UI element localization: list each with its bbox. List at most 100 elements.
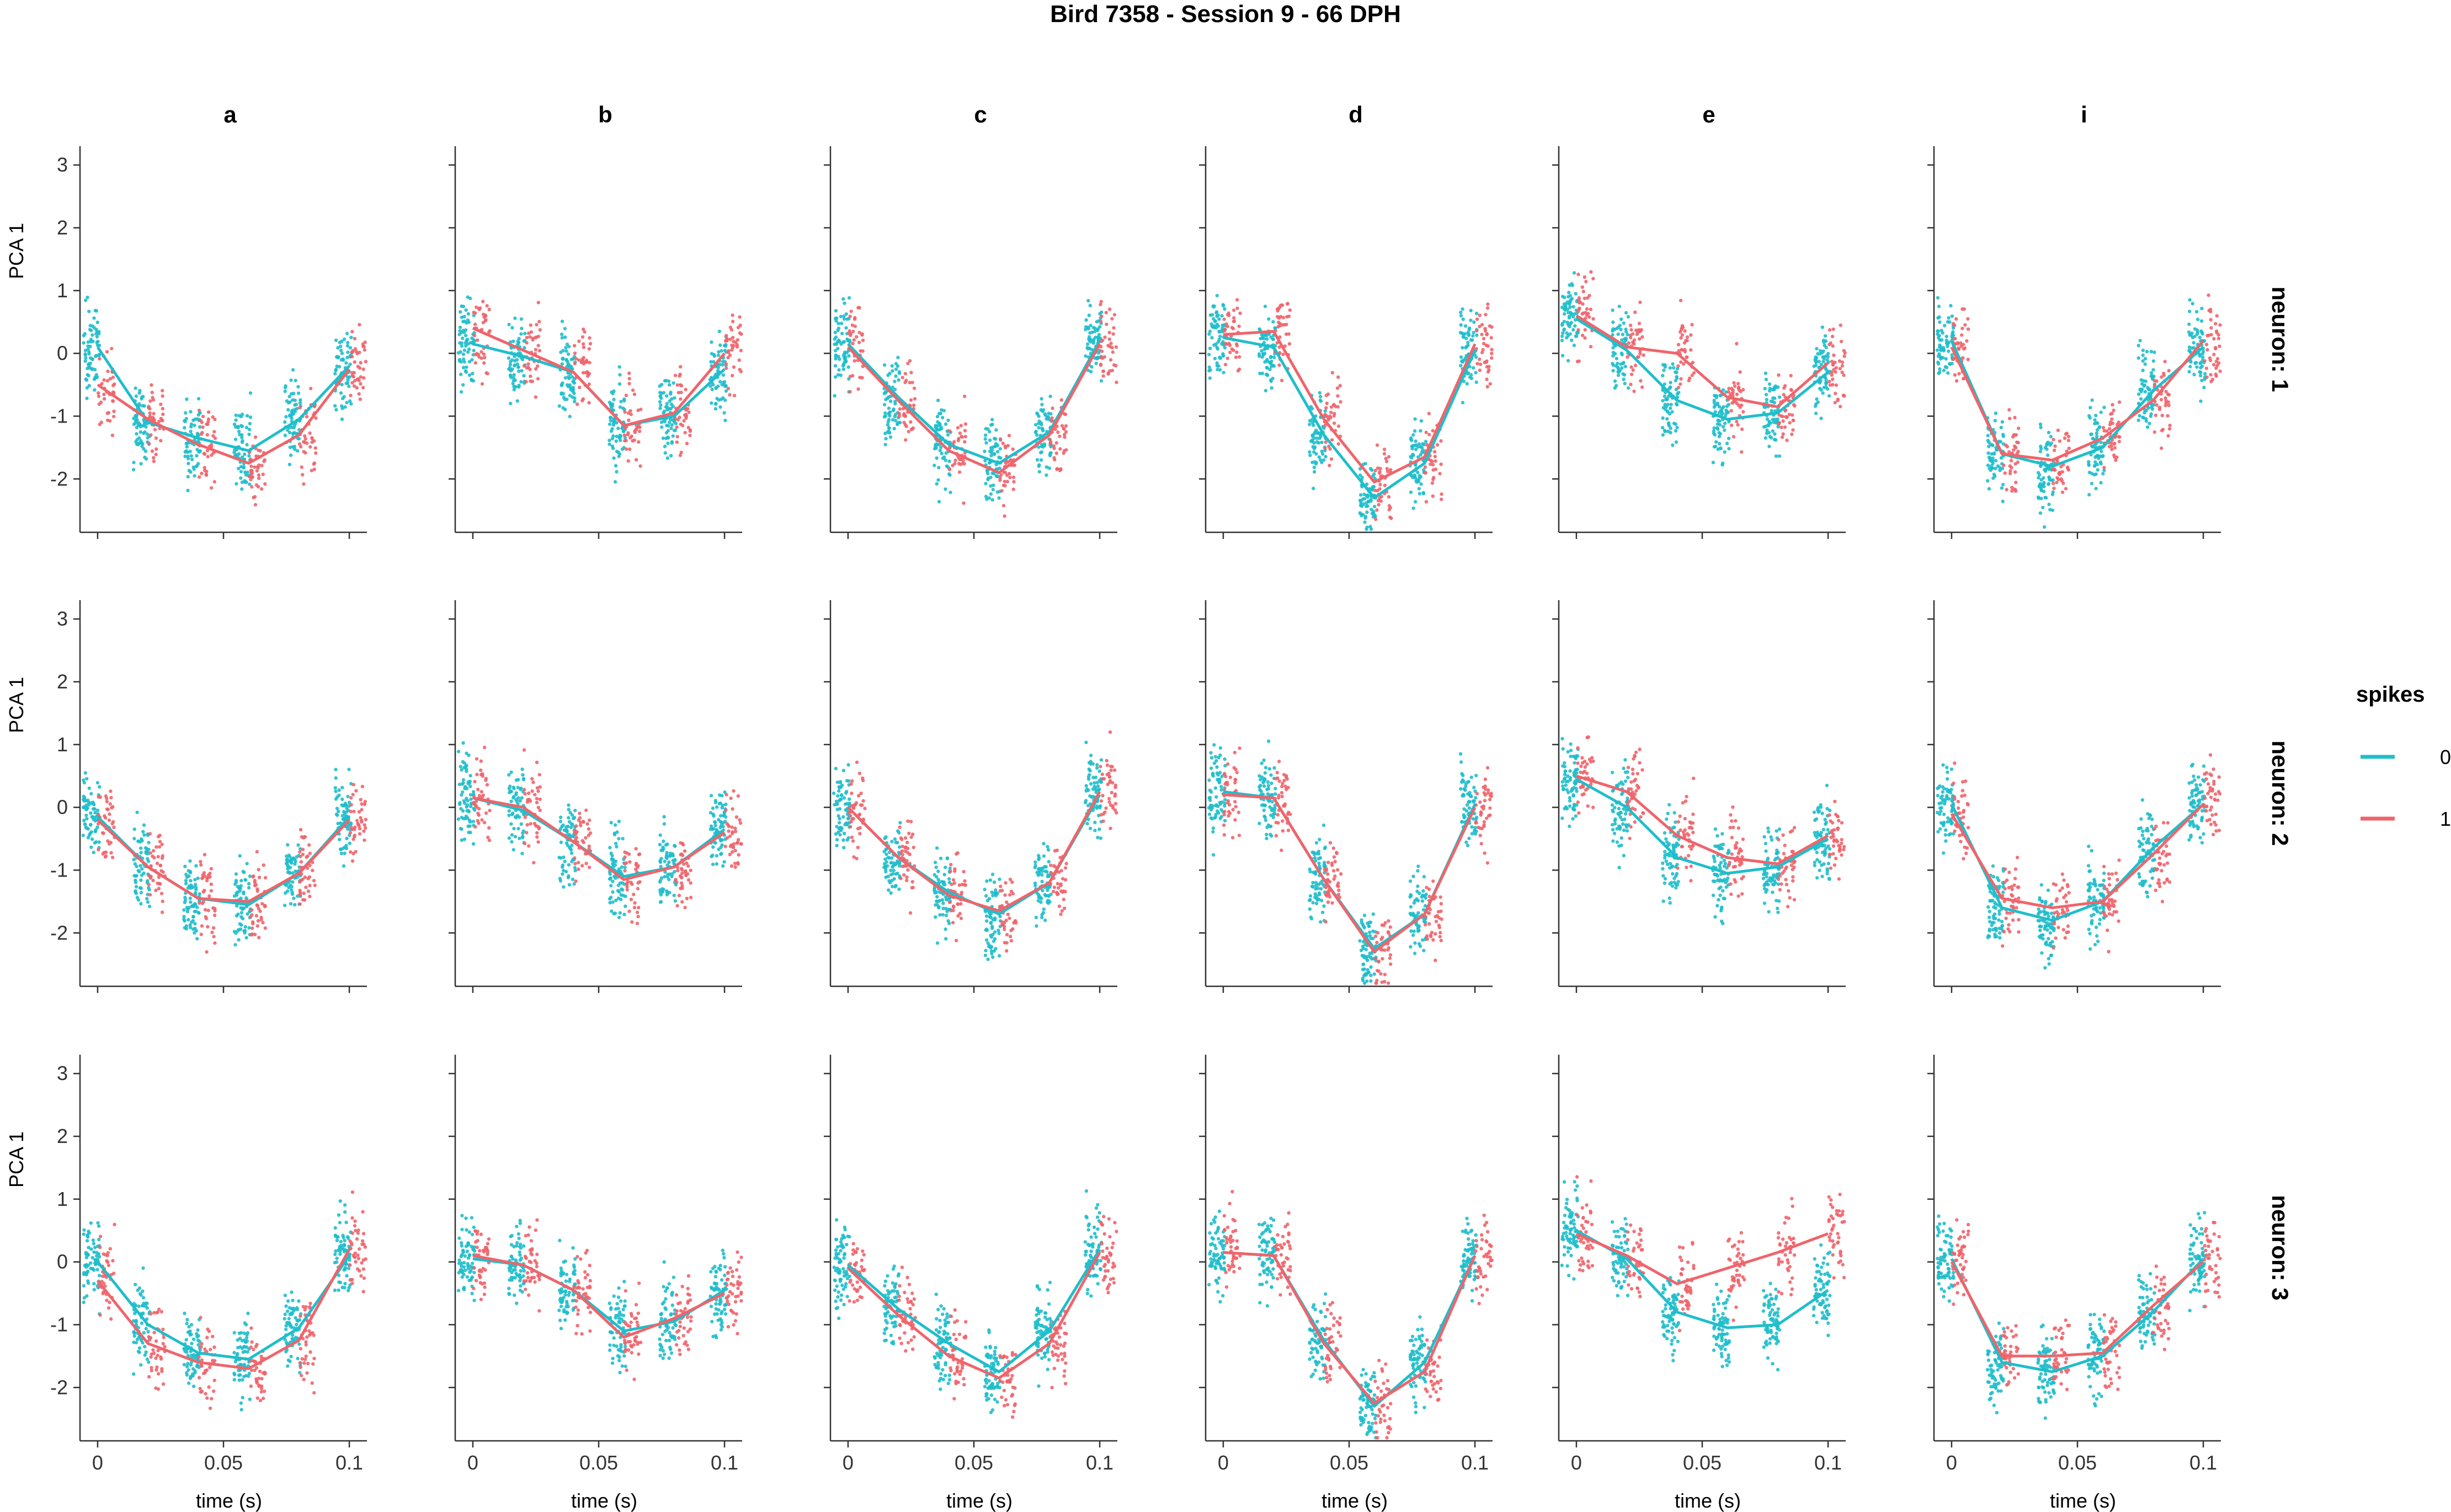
data-point (670, 423, 674, 427)
data-point (535, 323, 539, 327)
data-point (942, 409, 946, 413)
data-point (2015, 440, 2019, 444)
data-point (157, 419, 161, 424)
data-point (535, 797, 539, 801)
data-point (456, 351, 461, 355)
data-point (345, 344, 350, 348)
data-point (732, 339, 736, 344)
data-point (1821, 355, 1825, 359)
data-point (484, 314, 488, 318)
data-point (834, 375, 838, 379)
data-point (98, 795, 103, 799)
data-point (535, 760, 539, 765)
data-point (1064, 424, 1068, 428)
data-point (507, 836, 511, 840)
data-point (1474, 371, 1478, 375)
data-point (2066, 439, 2071, 442)
data-point (108, 812, 111, 816)
data-point (1611, 368, 1615, 373)
data-point (256, 485, 260, 489)
data-point (340, 351, 344, 355)
data-point (283, 420, 287, 424)
data-point (1611, 308, 1615, 312)
data-point (1323, 446, 1327, 450)
data-point (485, 304, 489, 308)
data-point (1677, 349, 1681, 353)
data-point (289, 888, 294, 892)
data-point (109, 789, 113, 793)
data-point (460, 304, 463, 308)
data-point (232, 894, 237, 898)
data-point (1358, 493, 1363, 497)
data-point (1679, 330, 1682, 334)
data-point (536, 364, 540, 368)
data-point (481, 793, 485, 797)
data-point (1421, 491, 1425, 495)
data-point (2117, 440, 2121, 444)
data-point (1713, 394, 1717, 398)
data-point (479, 768, 483, 772)
data-point (191, 418, 195, 423)
data-point (947, 460, 951, 463)
data-point (1238, 311, 1242, 315)
data-point (992, 436, 997, 441)
data-point (530, 789, 534, 793)
data-point (616, 426, 620, 430)
data-point (283, 904, 287, 907)
data-point (2145, 350, 2149, 354)
data-point (355, 377, 359, 382)
data-point (235, 482, 238, 486)
data-point (459, 390, 463, 394)
data-point (615, 434, 619, 439)
data-point (464, 370, 468, 374)
data-point (1320, 440, 1324, 445)
data-point (1470, 338, 1474, 342)
data-point (466, 295, 470, 299)
data-point (138, 389, 142, 393)
data-point (1938, 343, 1942, 347)
data-point (97, 394, 101, 398)
data-point (213, 418, 217, 421)
data-point (1459, 323, 1463, 327)
data-point (588, 341, 593, 346)
data-point (1640, 335, 1644, 339)
data-point (206, 925, 210, 929)
data-point (283, 434, 287, 437)
data-point (198, 425, 202, 429)
data-point (202, 452, 206, 456)
data-point (183, 419, 187, 424)
data-point (345, 836, 349, 841)
data-point (565, 365, 569, 368)
data-point (206, 410, 211, 414)
data-point (1269, 355, 1272, 360)
data-point (203, 908, 207, 912)
data-point (476, 788, 480, 792)
data-point (957, 436, 961, 441)
data-point (1839, 323, 1842, 327)
points-layer (82, 295, 368, 507)
data-point (132, 422, 136, 426)
data-point (613, 480, 617, 484)
data-point (2217, 361, 2221, 365)
y-tick-label: 0 (57, 342, 68, 365)
data-point (1638, 352, 1642, 356)
data-point (257, 476, 261, 480)
data-point (2143, 362, 2147, 366)
data-point (894, 374, 898, 378)
data-point (890, 364, 894, 368)
data-point (135, 864, 138, 868)
data-point (661, 436, 665, 440)
data-point (457, 333, 461, 336)
data-point (285, 399, 289, 403)
data-point (307, 843, 311, 847)
data-point (564, 346, 568, 350)
data-point (347, 384, 351, 388)
data-point (213, 436, 217, 440)
data-point (83, 771, 87, 775)
data-point (1040, 403, 1044, 407)
data-point (205, 469, 209, 473)
data-point (1954, 317, 1958, 321)
data-point (1993, 474, 1997, 478)
data-point (2000, 486, 2004, 490)
data-point (536, 789, 540, 793)
